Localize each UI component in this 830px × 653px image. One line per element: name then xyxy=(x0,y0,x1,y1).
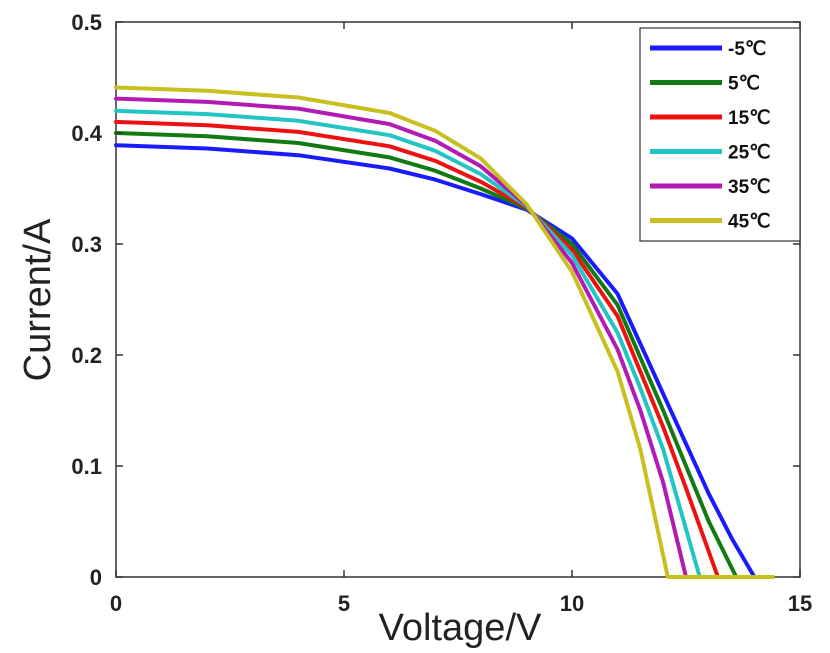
x-tick-label: 5 xyxy=(338,591,350,616)
y-tick-label: 0.2 xyxy=(71,343,102,368)
legend-label-4: 35℃ xyxy=(728,177,770,198)
y-tick-label: 0 xyxy=(90,565,102,590)
x-tick-label: 15 xyxy=(788,591,812,616)
y-tick-label: 0.3 xyxy=(71,232,102,257)
y-tick-label: 0.1 xyxy=(71,454,102,479)
x-tick-label: 0 xyxy=(110,591,122,616)
y-axis-label: Current/A xyxy=(17,218,59,381)
y-tick-label: 0.4 xyxy=(71,121,102,146)
legend-label-3: 25℃ xyxy=(728,143,770,164)
y-tick-label: 0.5 xyxy=(71,10,102,35)
series-line-0 xyxy=(114,143,775,579)
legend-label-1: 5℃ xyxy=(728,74,760,95)
series-layer xyxy=(114,85,775,579)
legend-label-0: -5℃ xyxy=(728,39,766,60)
legend-label-2: 15℃ xyxy=(728,108,770,129)
x-tick-label: 10 xyxy=(560,591,584,616)
legend-label-5: 45℃ xyxy=(728,212,770,233)
series-line-5 xyxy=(114,85,775,579)
x-axis-label: Voltage/V xyxy=(379,607,542,649)
legend-box xyxy=(639,27,801,242)
legend: -5℃ 5℃ 15℃ 25℃ 35℃ 45℃ xyxy=(639,27,801,242)
